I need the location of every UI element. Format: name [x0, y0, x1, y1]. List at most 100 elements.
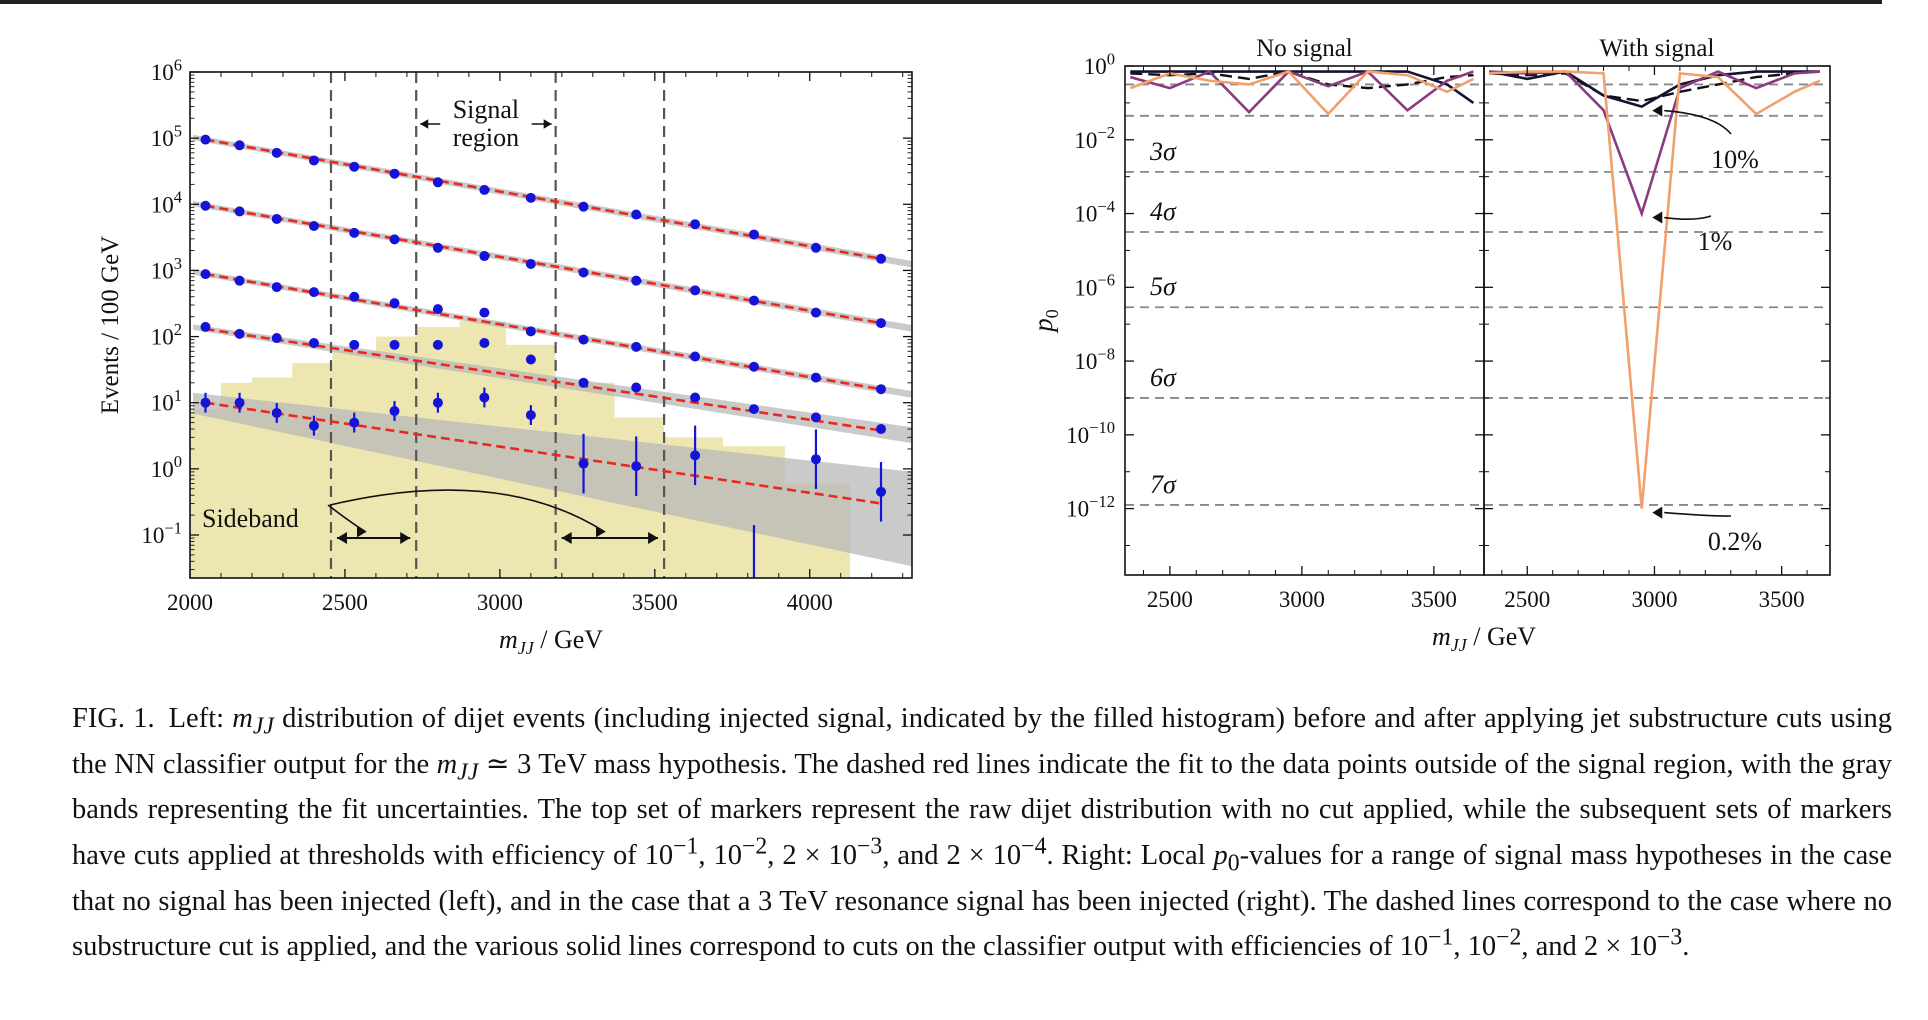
- p0-frame: [1124, 65, 1485, 576]
- y-tick-label: 10−10: [1066, 418, 1115, 448]
- data-point: [525, 354, 536, 365]
- p0-plot-area: [1484, 70, 1830, 509]
- data-point: [525, 192, 536, 203]
- data-point: [349, 339, 360, 350]
- data-point: [389, 339, 400, 350]
- data-point: [271, 407, 282, 418]
- y-tick-label: 103: [151, 254, 182, 284]
- sigma-label: 7σ: [1150, 470, 1177, 499]
- p0-plot-area: [1125, 69, 1484, 506]
- data-point: [200, 269, 211, 280]
- y-tick-label: 104: [151, 188, 183, 218]
- signal-region-label: Signal: [453, 95, 519, 124]
- arrow-head: [543, 119, 552, 129]
- data-point: [578, 201, 589, 212]
- sigma-label: 6σ: [1150, 363, 1177, 392]
- data-point: [479, 251, 490, 262]
- data-point: [432, 177, 443, 188]
- data-point: [876, 318, 887, 329]
- p0-axis-label: p0: [1028, 309, 1062, 334]
- data-point: [631, 209, 642, 220]
- signal-region-label: region: [453, 123, 519, 152]
- data-point: [479, 184, 490, 195]
- data-point: [578, 267, 589, 278]
- histogram-bin: [332, 351, 376, 578]
- fit-uncertainty-band: [193, 392, 912, 567]
- fit-line: [205, 401, 882, 505]
- data-point: [200, 134, 211, 145]
- data-point: [271, 282, 282, 293]
- data-point: [200, 397, 211, 408]
- fit-line: [205, 327, 882, 432]
- data-point: [810, 372, 821, 383]
- x-tick-label: 3000: [477, 590, 523, 615]
- data-point: [479, 337, 490, 348]
- sideband-label: Sideband: [202, 504, 299, 533]
- left-panel: 2000 2500 3000 3500 4000 mJJ / GeV Events / 10…: [97, 71, 913, 658]
- efficiency-label: 1%: [1698, 227, 1733, 256]
- data-point: [810, 307, 821, 318]
- arrow-head: [1652, 211, 1663, 224]
- sideband-pointer: [327, 504, 367, 533]
- data-point: [748, 404, 759, 415]
- y-tick-label: 10−12: [1066, 492, 1115, 522]
- figure-caption: FIG. 1. Left: mJJ distribution of dijet e…: [72, 700, 1892, 965]
- data-point: [479, 307, 490, 318]
- p0-curve-cut: [1488, 70, 1820, 108]
- data-point: [631, 461, 642, 472]
- y-tick-label: 10−8: [1074, 344, 1115, 374]
- x-axis-label: mJJ / GeV: [1432, 622, 1536, 655]
- efficiency-label: 10%: [1711, 145, 1759, 174]
- data-point: [389, 405, 400, 416]
- data-point: [876, 384, 887, 395]
- y-tick-label: 10−6: [1074, 271, 1115, 301]
- fit-line: [205, 204, 882, 325]
- data-point: [876, 253, 887, 264]
- p0-panel-title: With signal: [1600, 35, 1715, 62]
- data-point: [234, 140, 245, 151]
- data-point: [690, 285, 701, 296]
- p0-frame: [1483, 65, 1831, 576]
- p0-panel-title: No signal: [1256, 35, 1353, 62]
- data-point: [631, 382, 642, 393]
- y-axis-label: Events / 100 GeV: [97, 236, 124, 414]
- data-point: [432, 397, 443, 408]
- x-tick-label: 3000: [1631, 587, 1677, 612]
- x-tick-label: 2500: [322, 590, 368, 615]
- arrow-head: [336, 532, 347, 544]
- arrow-head: [1652, 104, 1663, 117]
- arrow-head: [596, 526, 605, 538]
- data-point: [578, 458, 589, 469]
- y-tick-label: 100: [151, 452, 182, 482]
- x-tick-label: 3500: [1759, 587, 1805, 612]
- data-point: [308, 420, 319, 431]
- arrow-head: [648, 532, 659, 544]
- data-point: [271, 213, 282, 224]
- histogram-bin: [190, 409, 221, 578]
- data-point: [432, 242, 443, 253]
- data-point: [748, 361, 759, 372]
- x-tick-label: 2500: [1147, 587, 1193, 612]
- x-tick-label: 3500: [1411, 587, 1457, 612]
- arrow-head: [561, 532, 572, 544]
- arrow-head: [357, 526, 366, 538]
- histogram-bin: [292, 362, 333, 578]
- data-point: [578, 377, 589, 388]
- annotation-pointer: [1664, 511, 1732, 517]
- y-tick-label: 10−1: [141, 518, 182, 548]
- efficiency-label: 0.2%: [1708, 527, 1762, 556]
- p0-curve-cut: [1489, 70, 1821, 509]
- x-tick-label: 4000: [787, 590, 833, 615]
- data-point: [479, 392, 490, 403]
- data-point: [349, 227, 360, 238]
- data-point: [810, 412, 821, 423]
- y-tick-label: 10−4: [1074, 197, 1115, 227]
- data-point: [234, 275, 245, 286]
- data-point: [810, 242, 821, 253]
- data-point: [631, 275, 642, 286]
- sideband-pointer: [329, 489, 606, 533]
- data-point: [349, 291, 360, 302]
- sigma-label: 3σ: [1149, 137, 1177, 166]
- y-tick-label: 10−2: [1074, 123, 1115, 153]
- data-point: [389, 234, 400, 245]
